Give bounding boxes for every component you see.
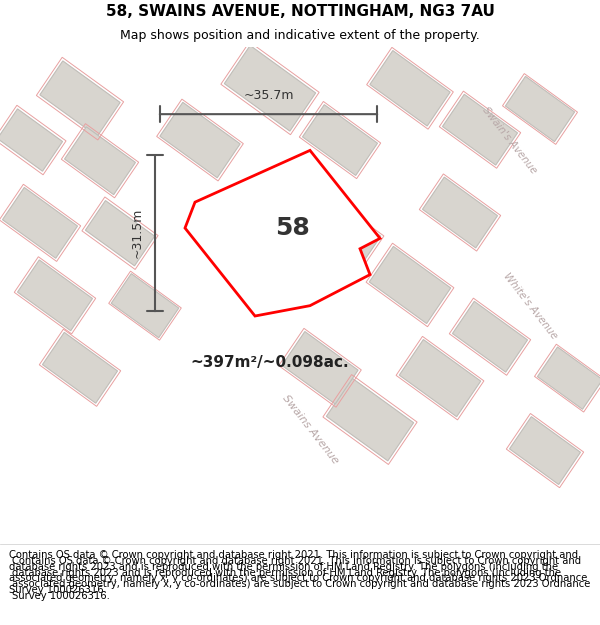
Polygon shape xyxy=(369,246,451,324)
Polygon shape xyxy=(505,76,575,142)
Polygon shape xyxy=(302,104,377,176)
Polygon shape xyxy=(0,109,62,171)
Polygon shape xyxy=(2,188,77,258)
Text: White's Avenue: White's Avenue xyxy=(501,271,559,341)
Polygon shape xyxy=(0,47,260,202)
Polygon shape xyxy=(220,47,580,461)
Polygon shape xyxy=(85,201,155,266)
Polygon shape xyxy=(100,47,240,212)
Polygon shape xyxy=(40,61,120,136)
Polygon shape xyxy=(160,102,240,178)
Text: 58, SWAINS AVENUE, NOTTINGHAM, NG3 7AU: 58, SWAINS AVENUE, NOTTINGHAM, NG3 7AU xyxy=(106,4,494,19)
Polygon shape xyxy=(0,47,110,151)
Polygon shape xyxy=(43,332,118,403)
Polygon shape xyxy=(80,99,600,129)
Polygon shape xyxy=(422,177,497,248)
Polygon shape xyxy=(538,347,600,409)
Polygon shape xyxy=(185,151,380,316)
Text: ~397m²/~0.098ac.: ~397m²/~0.098ac. xyxy=(190,355,349,370)
Polygon shape xyxy=(299,194,381,272)
Polygon shape xyxy=(282,331,358,404)
Polygon shape xyxy=(509,417,580,484)
Text: Contains OS data © Crown copyright and database right 2021. This information is : Contains OS data © Crown copyright and d… xyxy=(12,556,590,601)
Polygon shape xyxy=(399,339,481,417)
Polygon shape xyxy=(370,51,450,126)
Polygon shape xyxy=(452,301,527,372)
Polygon shape xyxy=(111,274,179,338)
Text: ~35.7m: ~35.7m xyxy=(243,89,294,102)
Polygon shape xyxy=(230,47,590,482)
Polygon shape xyxy=(224,46,316,131)
Polygon shape xyxy=(65,127,136,194)
Polygon shape xyxy=(326,378,413,461)
Text: Map shows position and indicative extent of the property.: Map shows position and indicative extent… xyxy=(120,29,480,42)
Polygon shape xyxy=(480,419,600,544)
Polygon shape xyxy=(17,260,92,331)
Text: Swains Avenue: Swains Avenue xyxy=(280,394,340,466)
Text: Swain's Avenue: Swain's Avenue xyxy=(481,105,539,176)
Text: Contains OS data © Crown copyright and database right 2021. This information is : Contains OS data © Crown copyright and d… xyxy=(9,550,587,595)
Polygon shape xyxy=(380,47,600,399)
Text: ~31.5m: ~31.5m xyxy=(131,208,143,258)
Polygon shape xyxy=(0,47,220,544)
Polygon shape xyxy=(442,94,518,165)
Text: 58: 58 xyxy=(275,216,310,240)
